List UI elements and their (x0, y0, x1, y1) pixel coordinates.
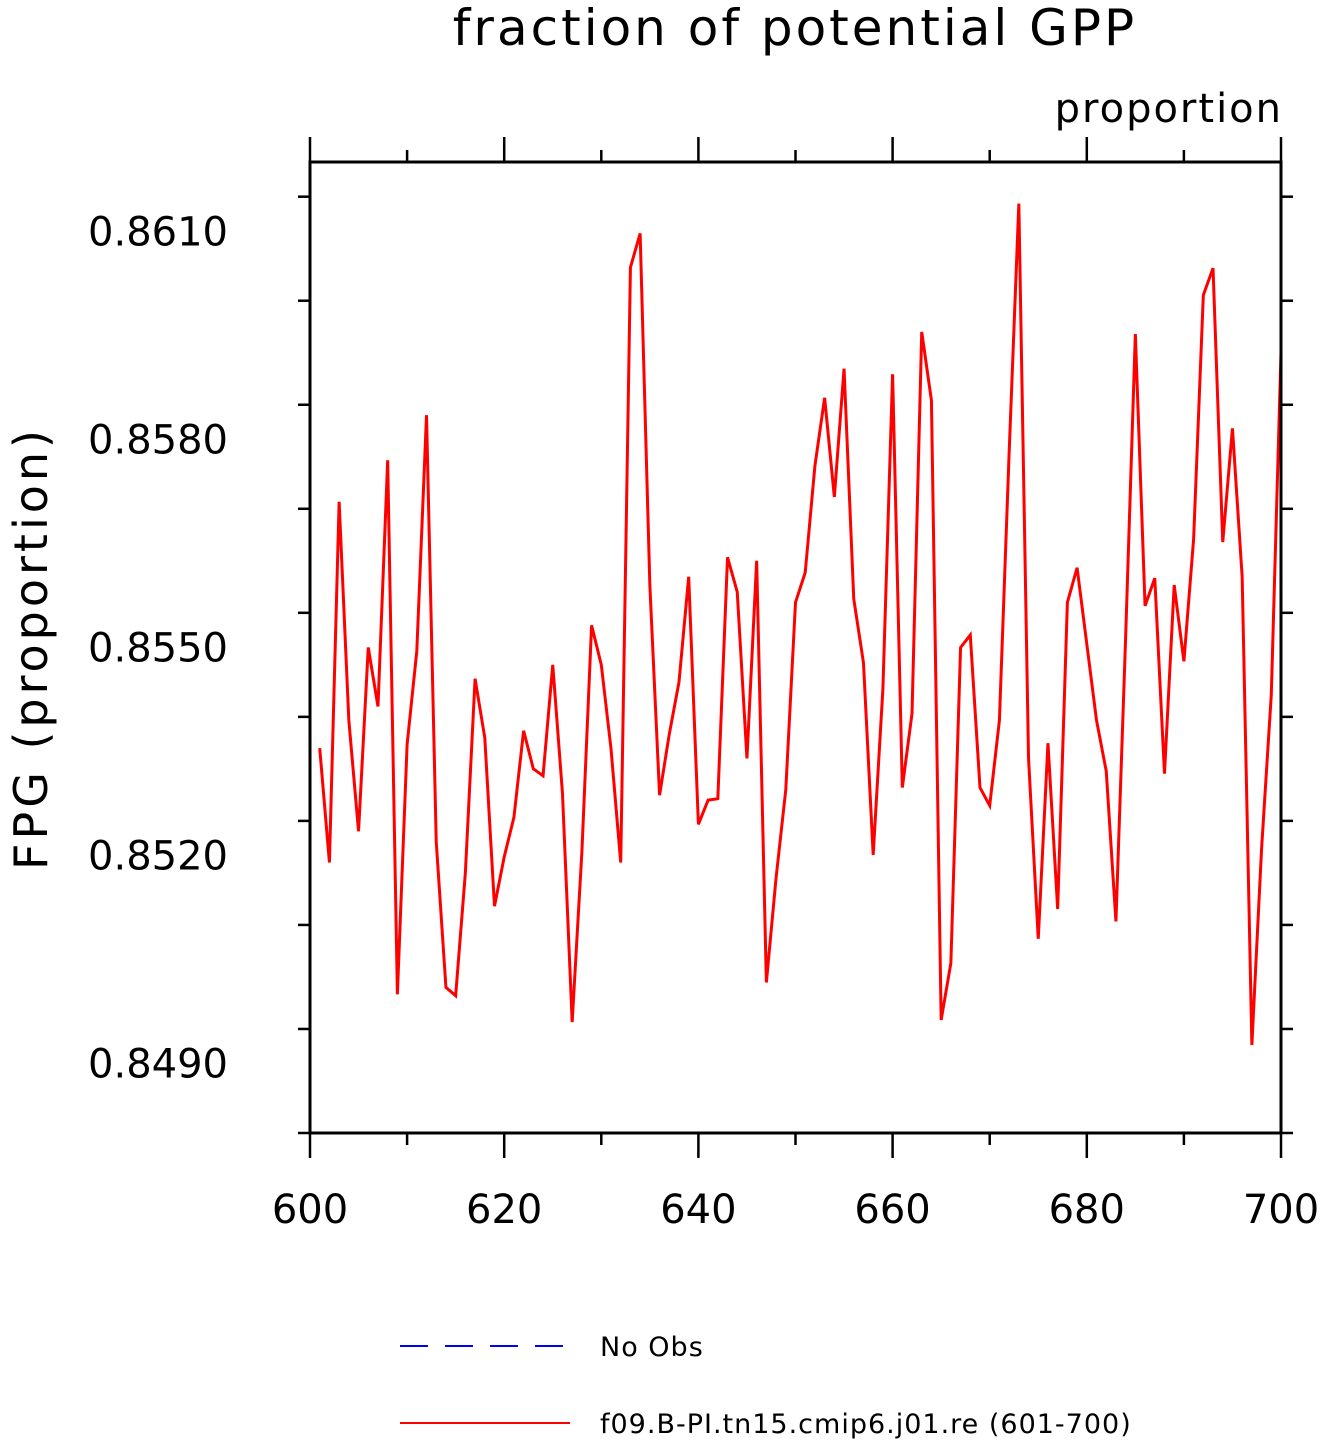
legend-label-no-obs: No Obs (600, 1332, 704, 1363)
series-layer (318, 203, 1283, 1045)
x-tick-label: 660 (854, 1187, 930, 1233)
x-tick-label: 640 (660, 1187, 736, 1233)
y-axis-label: FPG (proportion) (4, 426, 58, 870)
chart-title: fraction of potential GPP (453, 0, 1137, 57)
units-label: proportion (1055, 86, 1283, 132)
y-tick-label: 0.8520 (88, 834, 228, 880)
x-tick-label: 680 (1049, 1187, 1125, 1233)
y-tick-label: 0.8580 (88, 417, 228, 463)
series-line-1 (318, 203, 1283, 1045)
y-tick-label: 0.8550 (88, 626, 228, 672)
x-tick-label: 700 (1243, 1187, 1319, 1233)
legend: No Obs f09.B-PI.tn15.cmip6.j01.re (601-7… (400, 1332, 1132, 1440)
legend-label-model: f09.B-PI.tn15.cmip6.j01.re (601-700) (600, 1409, 1132, 1440)
plot-frame (308, 160, 1283, 1135)
y-tick-label: 0.8610 (88, 209, 228, 255)
tick-labels: 0.8490 0.8520 0.8550 0.8580 0.8610 600 620 640 6… (88, 209, 1319, 1233)
y-tick-label: 0.8490 (88, 1042, 228, 1088)
tick-marks (298, 137, 1293, 1158)
x-tick-label: 600 (272, 1187, 348, 1233)
x-tick-label: 620 (466, 1187, 542, 1233)
